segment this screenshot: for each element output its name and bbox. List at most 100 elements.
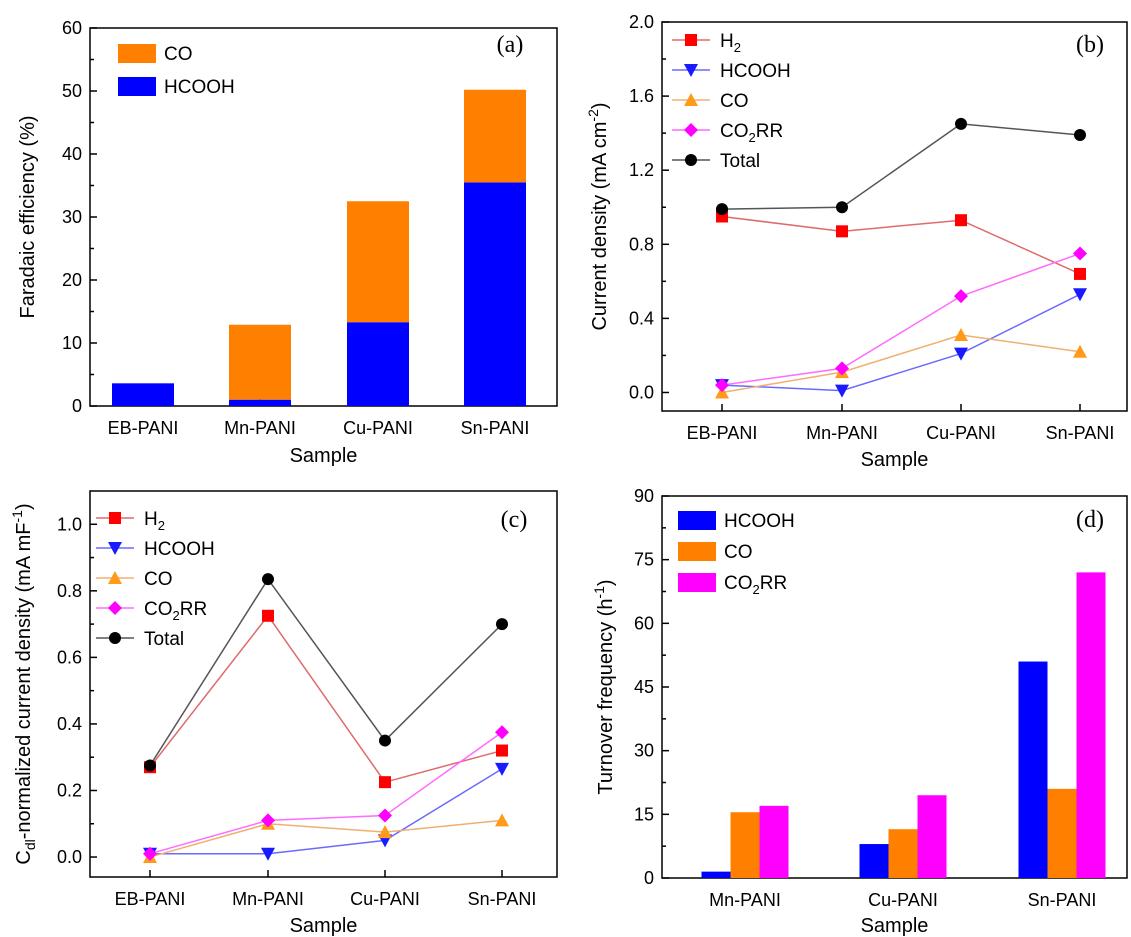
y-tick-label: 1.2 <box>629 160 654 180</box>
point-co2rr-cu-pani <box>378 808 392 823</box>
y-tick-label: 30 <box>62 207 82 227</box>
y-tick-label: 0.0 <box>629 382 654 402</box>
series-line-hcooh <box>150 768 503 855</box>
legend-swatch <box>118 44 156 63</box>
legend-label: HCOOH <box>144 539 215 560</box>
point-co2rr-eb-pani <box>143 846 157 861</box>
y-tick-label: 15 <box>634 804 654 824</box>
legend-marker <box>108 601 122 615</box>
y-tick-label: 30 <box>634 741 654 761</box>
y-tick-label: 0.4 <box>57 714 82 734</box>
legend-marker <box>684 93 698 106</box>
legend-marker <box>109 632 121 644</box>
x-tick-label: Cu-PANI <box>926 423 996 443</box>
bar-co2rr-sn-pani <box>1076 572 1106 878</box>
point-co2rr-sn-pani <box>495 725 509 740</box>
y-axis-title: Current density (mA cm-2) <box>585 102 611 330</box>
series-line-h2 <box>721 215 1081 275</box>
legend-marker <box>685 154 697 166</box>
y-tick-label: 0 <box>644 868 654 888</box>
x-tick-label: EB-PANI <box>687 423 758 443</box>
y-tick-label: 20 <box>62 270 82 290</box>
point-total-mn-pani <box>836 201 848 214</box>
x-tick-label: Sn-PANI <box>1046 423 1115 443</box>
y-tick-label: 45 <box>634 677 654 697</box>
legend-swatch <box>678 573 716 592</box>
legend-label: CO2RR <box>724 573 787 597</box>
bar-hcooh-mn-pani <box>701 871 731 878</box>
legend-label: HCOOH <box>724 511 795 532</box>
x-tick-label: EB-PANI <box>115 889 186 909</box>
bar-co-mn-pani <box>229 324 291 400</box>
legend-label: Total <box>144 629 184 650</box>
x-axis-title: Sample <box>290 445 358 467</box>
panel-label: (a) <box>497 32 524 58</box>
point-h2-cu-pani <box>379 776 391 789</box>
bar-co-mn-pani <box>730 812 760 878</box>
y-tick-label: 1.6 <box>629 86 654 106</box>
series-line-co <box>721 334 1081 394</box>
series-line-h2 <box>149 614 503 784</box>
point-h2-sn-pani <box>496 744 508 757</box>
panel-label: (c) <box>501 507 528 533</box>
y-tick-label: 0.4 <box>629 308 654 328</box>
point-hcooh-mn-pani <box>261 847 275 861</box>
x-tick-label: Mn-PANI <box>806 423 878 443</box>
bar-hcooh-sn-pani <box>1018 661 1048 878</box>
y-axis-title: Faradaic efficiency (%) <box>17 115 39 318</box>
x-tick-label: Sn-PANI <box>461 418 530 438</box>
point-co2rr-mn-pani <box>835 361 849 376</box>
point-h2-cu-pani <box>955 214 967 227</box>
point-co2rr-cu-pani <box>954 289 968 304</box>
bar-co-sn-pani <box>464 89 526 183</box>
x-tick-label: Mn-PANI <box>224 418 296 438</box>
series-line-total <box>149 577 503 766</box>
legend-swatch <box>678 511 716 530</box>
point-co-sn-pani <box>1073 344 1087 358</box>
series-line-co2rr <box>721 252 1081 386</box>
panel-label: (b) <box>1076 32 1104 58</box>
point-total-cu-pani <box>379 734 391 747</box>
y-tick-label: 60 <box>62 18 82 38</box>
x-axis-title: Sample <box>290 915 358 937</box>
legend-swatch <box>118 77 156 96</box>
legend-label: HCOOH <box>164 77 235 98</box>
y-tick-label: 0.8 <box>629 234 654 254</box>
y-tick-label: 0.6 <box>57 647 82 667</box>
point-total-sn-pani <box>1074 128 1086 141</box>
legend-label: CO <box>720 91 749 112</box>
point-hcooh-sn-pani <box>495 762 509 776</box>
point-total-eb-pani <box>144 759 156 772</box>
point-total-eb-pani <box>716 203 728 216</box>
bar-co-cu-pani <box>888 829 918 878</box>
legend-marker <box>108 542 122 555</box>
bar-co2rr-cu-pani <box>917 795 947 878</box>
bar-co-sn-pani <box>1047 788 1077 878</box>
y-tick-label: 1.0 <box>57 514 82 534</box>
point-h2-mn-pani <box>836 225 848 238</box>
y-tick-label: 75 <box>634 550 654 570</box>
x-tick-label: Cu-PANI <box>868 890 938 910</box>
x-axis-title: Sample <box>861 449 929 471</box>
y-tick-label: 90 <box>634 486 654 506</box>
chart-panel-c: 0.0 0.2 0.4 0.6 0.8 1.0 EB-PANI Mn-PANI Cu-PANI S… <box>9 490 558 937</box>
legend-label: CO <box>164 44 193 65</box>
x-tick-label: Mn-PANI <box>709 890 781 910</box>
legend-marker <box>684 64 698 77</box>
legend-label: Total <box>720 151 760 172</box>
x-tick-label: EB-PANI <box>108 418 179 438</box>
point-h2-sn-pani <box>1074 267 1086 280</box>
legend-label: CO <box>724 542 753 563</box>
plot-frame <box>89 490 558 878</box>
bar-hcooh-cu-pani <box>347 322 409 406</box>
x-tick-label: Cu-PANI <box>350 889 420 909</box>
series-line-co2rr <box>149 731 503 855</box>
bar-hcooh-sn-pani <box>464 182 526 406</box>
bar-co2rr-mn-pani <box>759 805 789 878</box>
point-co2rr-mn-pani <box>261 813 275 828</box>
y-tick-label: 0 <box>72 396 82 416</box>
point-co-cu-pani <box>378 825 392 839</box>
legend-marker <box>685 34 697 46</box>
x-tick-label: Mn-PANI <box>232 889 304 909</box>
panel-label: (d) <box>1076 507 1104 533</box>
